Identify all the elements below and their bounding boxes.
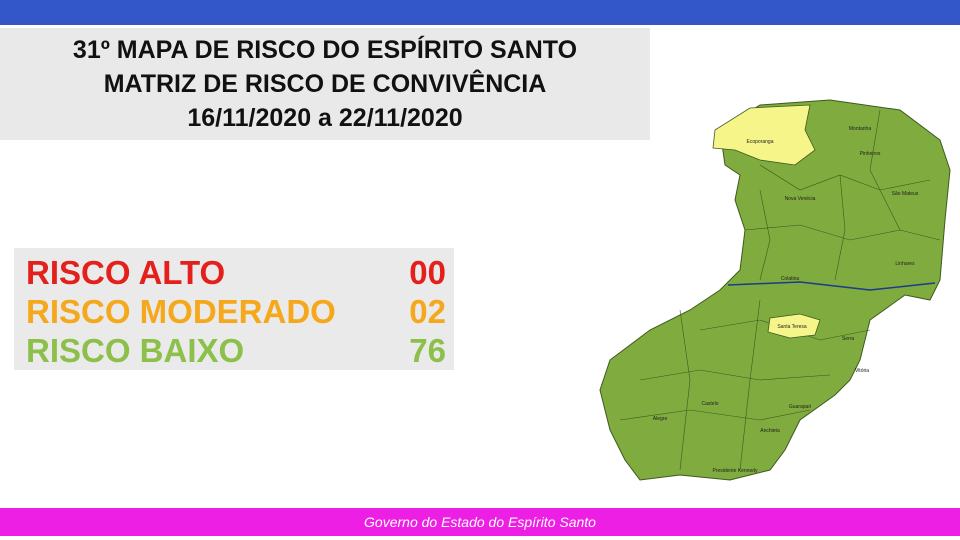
- municipality-label: Linhares: [895, 261, 915, 267]
- borders: [619, 109, 941, 471]
- municipality-label: Montanha: [849, 126, 871, 132]
- risk-count: 02: [409, 293, 446, 330]
- risk-row: RISCO ALTO 00: [26, 254, 446, 292]
- risk-label: RISCO ALTO: [26, 254, 226, 291]
- risk-row: RISCO MODERADO 02: [26, 293, 446, 331]
- municipality-label: Santa Teresa: [777, 324, 807, 330]
- risk-label: RISCO MODERADO: [26, 293, 336, 330]
- risk-count: 00: [409, 254, 446, 291]
- municipality-label: Alegre: [653, 416, 668, 422]
- municipality-label: Castelo: [702, 401, 719, 407]
- risk-count: 76: [409, 332, 446, 369]
- title-line: 31º MAPA DE RISCO DO ESPÍRITO SANTO: [72, 36, 578, 64]
- risk-box: RISCO ALTO 00 RISCO MODERADO 02 RISCO BAIXO 7…: [14, 248, 454, 370]
- municipality-label: Presidente Kennedy: [712, 468, 758, 474]
- region-moderate: [712, 104, 816, 166]
- risk-label: RISCO BAIXO: [26, 332, 245, 369]
- top-bar: [0, 0, 960, 25]
- municipality-label: Vitória: [855, 368, 869, 374]
- municipality-label: Nova Venécia: [785, 196, 816, 202]
- title-line: 16/11/2020 a 22/11/2020: [187, 104, 463, 132]
- risk-row: RISCO BAIXO 76: [26, 332, 446, 370]
- map: Ecoporanga Montanha Pinheiros São Mateus Nov…: [599, 99, 951, 481]
- municipality-label: São Mateus: [892, 191, 919, 197]
- region-moderate: [767, 313, 821, 339]
- footer: Governo do Estado do Espírito Santo: [0, 508, 960, 536]
- title-box: 31º MAPA DE RISCO DO ESPÍRITO SANTO MATR…: [0, 28, 650, 140]
- municipality-label: Serra: [842, 336, 854, 342]
- state-shape: [599, 99, 951, 481]
- municipality-label: Guarapari: [789, 404, 811, 410]
- municipality-label: Pinheiros: [860, 151, 881, 157]
- river: [727, 281, 936, 291]
- municipality-label: Colatina: [781, 276, 800, 282]
- municipality-label: Anchieta: [760, 428, 780, 434]
- municipality-label: Ecoporanga: [747, 139, 774, 145]
- title-line: MATRIZ DE RISCO DE CONVIVÊNCIA: [103, 70, 547, 98]
